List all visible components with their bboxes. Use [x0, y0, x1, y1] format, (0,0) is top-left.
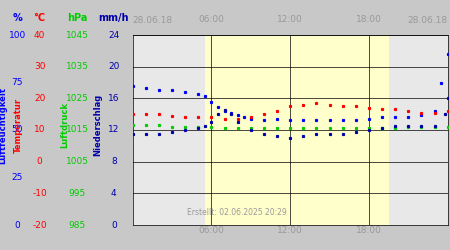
Text: 10: 10	[34, 126, 45, 134]
Text: 0: 0	[37, 157, 42, 166]
Text: 1045: 1045	[66, 30, 89, 40]
Text: 28.06.18: 28.06.18	[133, 16, 173, 25]
Text: 50: 50	[11, 126, 23, 134]
Text: 0: 0	[14, 220, 20, 230]
Text: Temperatur: Temperatur	[14, 98, 22, 152]
Text: -10: -10	[32, 189, 47, 198]
Text: 100: 100	[9, 30, 26, 40]
Text: 4: 4	[111, 189, 117, 198]
Text: 1015: 1015	[66, 126, 89, 134]
Text: 20: 20	[34, 94, 45, 103]
Text: 28.06.18: 28.06.18	[408, 16, 448, 25]
Text: 1025: 1025	[66, 94, 89, 103]
Text: 24: 24	[108, 30, 120, 40]
Text: 0: 0	[111, 220, 117, 230]
Text: 30: 30	[34, 62, 45, 71]
Text: 995: 995	[69, 189, 86, 198]
Text: 40: 40	[34, 30, 45, 40]
Text: hPa: hPa	[67, 12, 88, 22]
Text: Luftdruck: Luftdruck	[60, 102, 69, 148]
Text: 18:00: 18:00	[356, 16, 382, 24]
Text: 985: 985	[69, 220, 86, 230]
Text: 25: 25	[11, 173, 23, 182]
Text: %: %	[12, 12, 22, 22]
Text: 1035: 1035	[66, 62, 89, 71]
Text: 8: 8	[111, 157, 117, 166]
Bar	[205, 35, 389, 225]
Text: -20: -20	[32, 220, 47, 230]
Text: 12: 12	[108, 126, 120, 134]
Text: 75: 75	[11, 78, 23, 87]
Text: mm/h: mm/h	[99, 12, 129, 22]
Text: 1005: 1005	[66, 157, 89, 166]
Text: Erstellt: 02.06.2025 20:29: Erstellt: 02.06.2025 20:29	[187, 208, 287, 218]
Text: Niederschlag: Niederschlag	[94, 94, 103, 156]
Text: 16: 16	[108, 94, 120, 103]
Text: 06:00: 06:00	[198, 16, 225, 24]
Text: °C: °C	[34, 12, 45, 22]
Text: Luftfeuchtigkeit: Luftfeuchtigkeit	[0, 86, 7, 164]
Text: 12:00: 12:00	[277, 16, 303, 24]
Text: 20: 20	[108, 62, 120, 71]
